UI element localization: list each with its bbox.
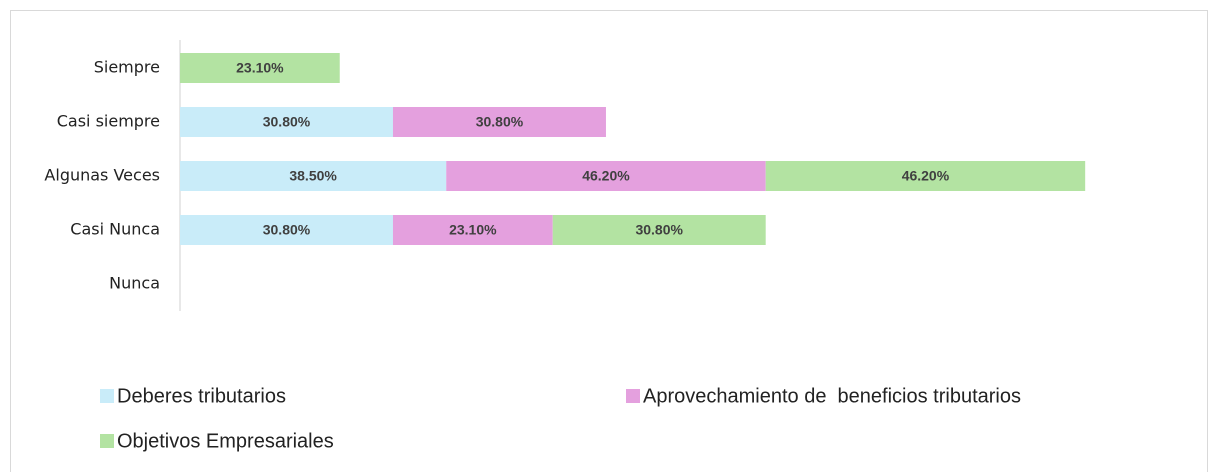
y-tick-label: Algunas Veces (44, 166, 160, 185)
legend-label: Objetivos Empresariales (117, 430, 334, 452)
y-tick-label: Casi Nunca (70, 220, 160, 239)
data-label: 38.50% (289, 168, 337, 184)
bar-segment (392, 215, 553, 245)
data-label: 46.20% (582, 168, 630, 184)
bar-segment (552, 215, 766, 245)
bar-segment (180, 161, 447, 191)
data-label: 30.80% (263, 114, 311, 130)
bar-segment (180, 53, 340, 83)
bar-segment (446, 161, 766, 191)
bar-segment (180, 215, 393, 245)
data-label: 46.20% (902, 168, 950, 184)
data-label: 23.10% (449, 222, 497, 238)
legend-swatch (100, 389, 114, 403)
bar-segment (765, 161, 1086, 191)
y-tick-label: Casi siempre (57, 112, 160, 131)
legend-swatch (626, 389, 640, 403)
y-tick-label: Nunca (109, 274, 160, 293)
data-label: 30.80% (263, 222, 311, 238)
data-label: 23.10% (236, 60, 284, 76)
data-label: 30.80% (635, 222, 683, 238)
legend-label: Deberes tributarios (117, 385, 286, 407)
data-label: 30.80% (476, 114, 524, 130)
legend-swatch (100, 434, 114, 448)
legend-label: Aprovechamiento de beneficios tributario… (643, 385, 1021, 407)
bar-segment (392, 107, 606, 137)
bar-segment (180, 107, 393, 137)
y-tick-label: Siempre (94, 58, 160, 77)
